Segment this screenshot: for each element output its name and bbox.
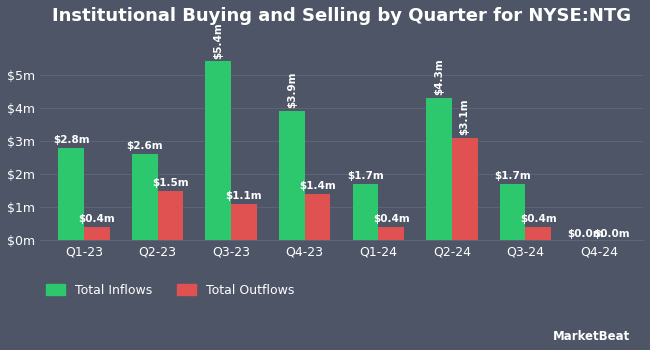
Text: $1.1m: $1.1m [226, 191, 263, 201]
Text: $1.4m: $1.4m [299, 181, 336, 191]
Text: $2.6m: $2.6m [127, 141, 163, 152]
Text: $0.4m: $0.4m [79, 215, 115, 224]
Bar [279, 111, 305, 240]
Bar [452, 138, 478, 240]
Title: Institutional Buying and Selling by Quarter for NYSE:NTG: Institutional Buying and Selling by Quar… [52, 7, 631, 25]
Bar [305, 194, 330, 240]
Text: $1.5m: $1.5m [152, 178, 188, 188]
Text: $0.0m: $0.0m [593, 229, 630, 239]
Bar [157, 191, 183, 240]
Bar [205, 61, 231, 240]
Bar [231, 204, 257, 240]
Bar [525, 227, 551, 240]
Text: $0.4m: $0.4m [372, 215, 410, 224]
Bar [58, 147, 84, 240]
Text: $5.4m: $5.4m [213, 22, 224, 59]
Bar [500, 184, 525, 240]
Text: $4.3m: $4.3m [434, 58, 444, 95]
Text: $2.8m: $2.8m [53, 135, 90, 145]
Bar [352, 184, 378, 240]
Text: $1.7m: $1.7m [494, 171, 531, 181]
Bar [426, 98, 452, 240]
Text: $0.0m: $0.0m [567, 229, 605, 239]
Text: $1.7m: $1.7m [347, 171, 384, 181]
Text: $3.9m: $3.9m [287, 72, 297, 108]
Text: $3.1m: $3.1m [460, 98, 470, 135]
Bar [378, 227, 404, 240]
Text: MarketBeat: MarketBeat [553, 330, 630, 343]
Bar [132, 154, 157, 240]
Legend: Total Inflows, Total Outflows: Total Inflows, Total Outflows [46, 284, 294, 296]
Bar [84, 227, 110, 240]
Text: $0.4m: $0.4m [520, 215, 556, 224]
